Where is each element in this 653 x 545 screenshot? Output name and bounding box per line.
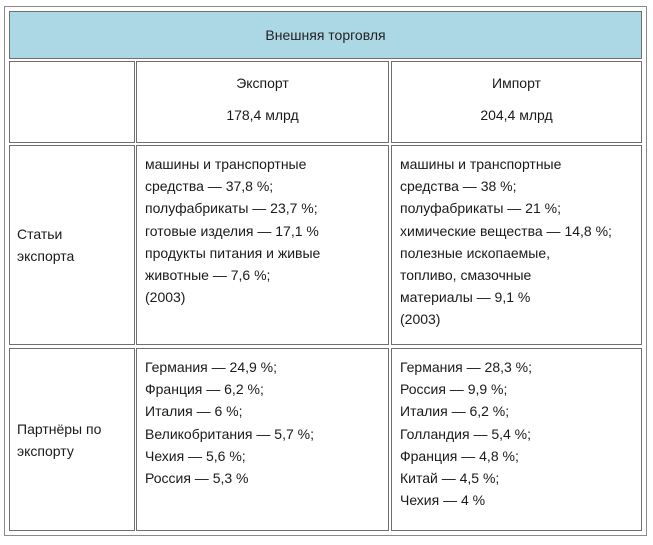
list-item: Россия — 9,9 %;: [400, 381, 508, 398]
list-item: Италия — 6,2 %;: [400, 403, 510, 420]
list-item: машины и транспортные: [145, 156, 307, 172]
list-item: продукты питания и живые: [145, 244, 321, 261]
partners-export-list: Германия — 24,9 %; Франция — 6,2 %; Италия…: [137, 349, 388, 489]
articles-import-cell: машины и транспортные средства — 38 %; пол…: [391, 145, 642, 345]
partners-label-cell: Партнёры по экспорту: [9, 348, 135, 531]
list-item: средства — 38 %;: [400, 178, 517, 195]
list-item: животные — 7,6 %;: [145, 267, 271, 284]
export-total: 178,4 млрд: [226, 107, 299, 123]
partners-import-cell: Германия — 28,3 %; Россия — 9,9 %; Италия …: [391, 348, 642, 531]
import-header-cell: Импорт 204,4 млрд: [391, 61, 642, 143]
list-item: Италия — 6 %;: [145, 403, 243, 420]
list-item: готовые изделия — 17,1 %: [145, 222, 319, 239]
list-item: Франция — 4,8 %;: [400, 447, 519, 464]
partners-label-line2: экспорту: [17, 442, 74, 459]
import-column-name: Импорт: [492, 75, 541, 91]
list-item: полуфабрикаты — 23,7 %;: [145, 200, 318, 217]
list-item: Германия — 24,9 %;: [145, 359, 278, 375]
list-item: топливо, смазочные: [400, 267, 532, 284]
articles-label-line1: Статьи: [17, 226, 63, 242]
foreign-trade-table: Внешняя торговля Экспорт 178,4 млрд Импо…: [4, 6, 647, 536]
list-item: материалы — 9,1 %: [400, 289, 531, 306]
partners-label-line1: Партнёры по: [17, 420, 102, 437]
list-item: (2003): [145, 289, 186, 306]
list-item: полуфабрикаты — 21 %;: [400, 200, 561, 217]
list-item: Чехия — 5,6 %;: [145, 447, 246, 464]
list-item: Чехия — 4 %: [400, 492, 486, 509]
export-header-cell: Экспорт 178,4 млрд: [136, 61, 389, 143]
partners-import-list: Германия — 28,3 %; Россия — 9,9 %; Италия …: [392, 349, 641, 511]
list-item: Китай — 4,5 %;: [400, 470, 500, 487]
list-item: (2003): [400, 311, 441, 328]
list-item: химические вещества — 14,8 %;: [400, 222, 612, 239]
list-item: средства — 37,8 %;: [145, 178, 274, 195]
list-item: Великобритания — 5,7 %;: [145, 425, 314, 442]
articles-label-line2: экспорта: [17, 248, 75, 264]
list-item: Франция — 6,2 %;: [145, 381, 264, 398]
table-title-cell: Внешняя торговля: [9, 11, 642, 59]
list-item: полезные ископаемые,: [400, 244, 551, 261]
export-column-name: Экспорт: [236, 75, 289, 91]
list-item: Россия — 5,3 %: [145, 470, 249, 487]
import-total: 204,4 млрд: [480, 107, 553, 123]
table-title: Внешняя торговля: [265, 27, 386, 43]
list-item: Голландия — 5,4 %;: [400, 425, 532, 442]
articles-import-list: машины и транспортные средства — 38 %; пол…: [392, 146, 641, 331]
articles-export-cell: машины и транспортные средства — 37,8 %; п…: [136, 145, 389, 345]
list-item: Германия — 28,3 %;: [400, 359, 533, 375]
articles-label-cell: Статьи экспорта: [9, 145, 135, 345]
articles-export-list: машины и транспортные средства — 37,8 %; п…: [137, 146, 388, 308]
empty-corner-cell: [9, 61, 135, 143]
list-item: машины и транспортные: [400, 156, 562, 172]
partners-export-cell: Германия — 24,9 %; Франция — 6,2 %; Италия…: [136, 348, 389, 531]
